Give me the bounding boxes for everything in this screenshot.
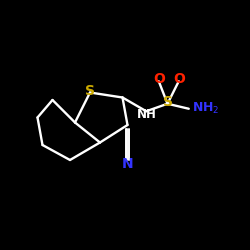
Text: O: O <box>173 72 185 86</box>
Text: S: S <box>162 95 172 109</box>
Text: O: O <box>153 72 165 86</box>
Text: S: S <box>85 84 95 98</box>
Text: NH$_2$: NH$_2$ <box>192 101 220 116</box>
Text: NH: NH <box>137 108 157 122</box>
Text: N: N <box>122 157 133 171</box>
